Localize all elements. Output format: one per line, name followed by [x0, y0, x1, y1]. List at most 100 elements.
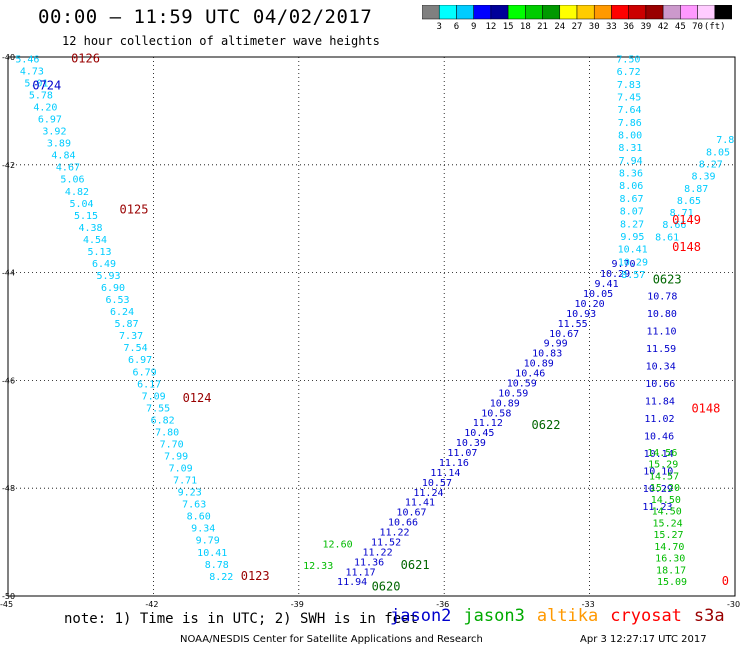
wave-height-value: 7.54: [124, 343, 148, 354]
wave-height-value: 10.41: [618, 245, 648, 256]
wave-height-value: 10.20: [575, 299, 605, 310]
lat-tick-label: -42: [2, 161, 15, 170]
wave-height-value: 10.66: [388, 518, 418, 529]
wave-height-value: 4.73: [20, 66, 44, 77]
color-scale-label: 33: [606, 22, 617, 32]
wave-height-value: 8.05: [706, 147, 730, 158]
wave-height-value: 10.67: [549, 329, 579, 340]
wave-height-value: 6.72: [617, 67, 641, 78]
wave-height-value: 7.09: [142, 391, 166, 402]
pass-time-label: 0620: [372, 580, 401, 594]
wave-height-value: 8.39: [691, 172, 715, 183]
wave-height-value: 8.67: [619, 194, 643, 205]
wave-height-value: 3.89: [47, 139, 71, 150]
footnote: note: 1) Time is in UTC; 2) SWH is in fe…: [64, 611, 419, 627]
wave-height-value: 6.90: [101, 283, 125, 294]
color-scale-label: 15: [502, 22, 514, 32]
wave-height-value: 14.57: [649, 471, 679, 482]
wave-height-value: 4.20: [33, 103, 57, 114]
wave-height-value: 9.23: [178, 488, 202, 499]
color-scale-label: 70: [692, 22, 703, 32]
wave-height-value: 9.41: [595, 279, 619, 290]
wave-height-value: 10.14: [644, 449, 674, 460]
wave-height-value: 10.57: [422, 478, 452, 489]
lat-tick-label: -50: [2, 592, 15, 601]
color-scale-label: 27: [571, 22, 583, 32]
wave-height-value: 8.00: [618, 130, 642, 141]
pass-time-label: 0124: [183, 391, 212, 405]
wave-height-value: 11.59: [646, 344, 676, 355]
wave-height-value: 8.87: [684, 184, 708, 195]
pass-time-label: 0125: [120, 202, 149, 216]
satellite-legend-item: jason3: [463, 606, 525, 626]
color-scale-label: (ft): [703, 22, 726, 32]
wave-height-value: 10.93: [566, 309, 596, 320]
wave-height-value: 11.23: [642, 502, 672, 513]
wave-height-value: 18.17: [656, 565, 686, 576]
wave-height-value: 12.33: [303, 561, 333, 572]
wave-height-value: 15.29: [648, 460, 678, 471]
wave-height-value: 5.78: [29, 90, 53, 101]
credit-line: NOAA/NESDIS Center for Satellite Applica…: [180, 634, 483, 645]
wave-height-value: 6.97: [128, 355, 152, 366]
lon-tick-label: -30: [727, 600, 740, 609]
wave-height-value: 6.79: [133, 367, 157, 378]
wave-height-value: 4.38: [78, 223, 102, 234]
pass-time-label: 0623: [653, 272, 682, 286]
wave-height-value: 9.34: [191, 524, 215, 535]
wave-height-value: 6.53: [106, 295, 130, 306]
wave-height-value: 8.71: [670, 208, 694, 219]
color-scale-label: 12: [485, 22, 497, 32]
wave-height-value: 9.70: [611, 259, 635, 270]
satellite-legend: jason2 jason3 altika cryosat s3a: [390, 606, 737, 626]
wave-height-value: 8.78: [205, 560, 229, 571]
wave-height-value: 5.06: [60, 175, 84, 186]
wave-height-value: 8.66: [662, 220, 686, 231]
wave-height-value: 7.09: [169, 464, 193, 475]
wave-height-value: 16.30: [655, 554, 685, 565]
wave-height-value: 8.06: [619, 181, 643, 192]
color-scale-label: 36: [623, 22, 635, 32]
wave-height-value: 4.84: [51, 151, 75, 162]
color-scale-label: 30: [588, 22, 600, 32]
pass-time-label: 0148: [672, 240, 701, 254]
wave-height-value: 11.55: [558, 319, 588, 330]
wave-height-value: 5.13: [87, 247, 111, 258]
wave-height-value: 11.12: [473, 418, 503, 429]
wave-height-value: 11.84: [645, 397, 675, 408]
wave-height-value: 7.86: [618, 118, 642, 129]
wave-height-value: 7.64: [617, 105, 641, 116]
wave-height-value: 11.52: [371, 537, 401, 548]
wave-height-value: 5.93: [96, 271, 120, 282]
lon-tick-label: -45: [0, 600, 13, 609]
color-scale-label: 42: [657, 22, 669, 32]
wave-height-value: 4.82: [65, 187, 89, 198]
wave-height-value: 5.87: [115, 319, 139, 330]
lon-tick-label: -33: [582, 600, 595, 609]
lat-tick-label: -46: [2, 376, 15, 385]
wave-height-value: 11.14: [430, 468, 460, 479]
lat-tick-label: -40: [2, 53, 15, 62]
wave-height-value: 7.50: [616, 54, 640, 65]
wave-height-value: 10.29: [618, 257, 648, 268]
wave-height-value: 7.37: [119, 331, 143, 342]
wave-height-value: 4.54: [83, 235, 107, 246]
wave-height-value: 10.67: [396, 508, 426, 519]
color-scale-bar: [422, 5, 732, 20]
pass-time-label: 0148: [691, 402, 720, 416]
wave-height-value: 7.8: [716, 135, 734, 146]
wave-height-value: 10.46: [644, 432, 674, 443]
wave-height-value: 10.39: [456, 438, 486, 449]
wave-height-value: 14.56: [647, 448, 677, 459]
wave-height-value: 11.16: [439, 458, 469, 469]
lon-tick-label: -39: [291, 600, 304, 609]
wave-height-value: 11.10: [646, 327, 676, 338]
map-title: 00:00 – 11:59 UTC 04/02/2017: [38, 6, 373, 28]
wave-height-value: 14.70: [654, 542, 684, 553]
generated-timestamp: Apr 3 12:27:17 UTC 2017: [580, 634, 707, 645]
wave-height-value: 5.15: [74, 211, 98, 222]
wave-height-value: 8.07: [620, 207, 644, 218]
wave-height-value: 10.78: [647, 292, 677, 303]
pass-time-label: 0621: [401, 558, 430, 572]
